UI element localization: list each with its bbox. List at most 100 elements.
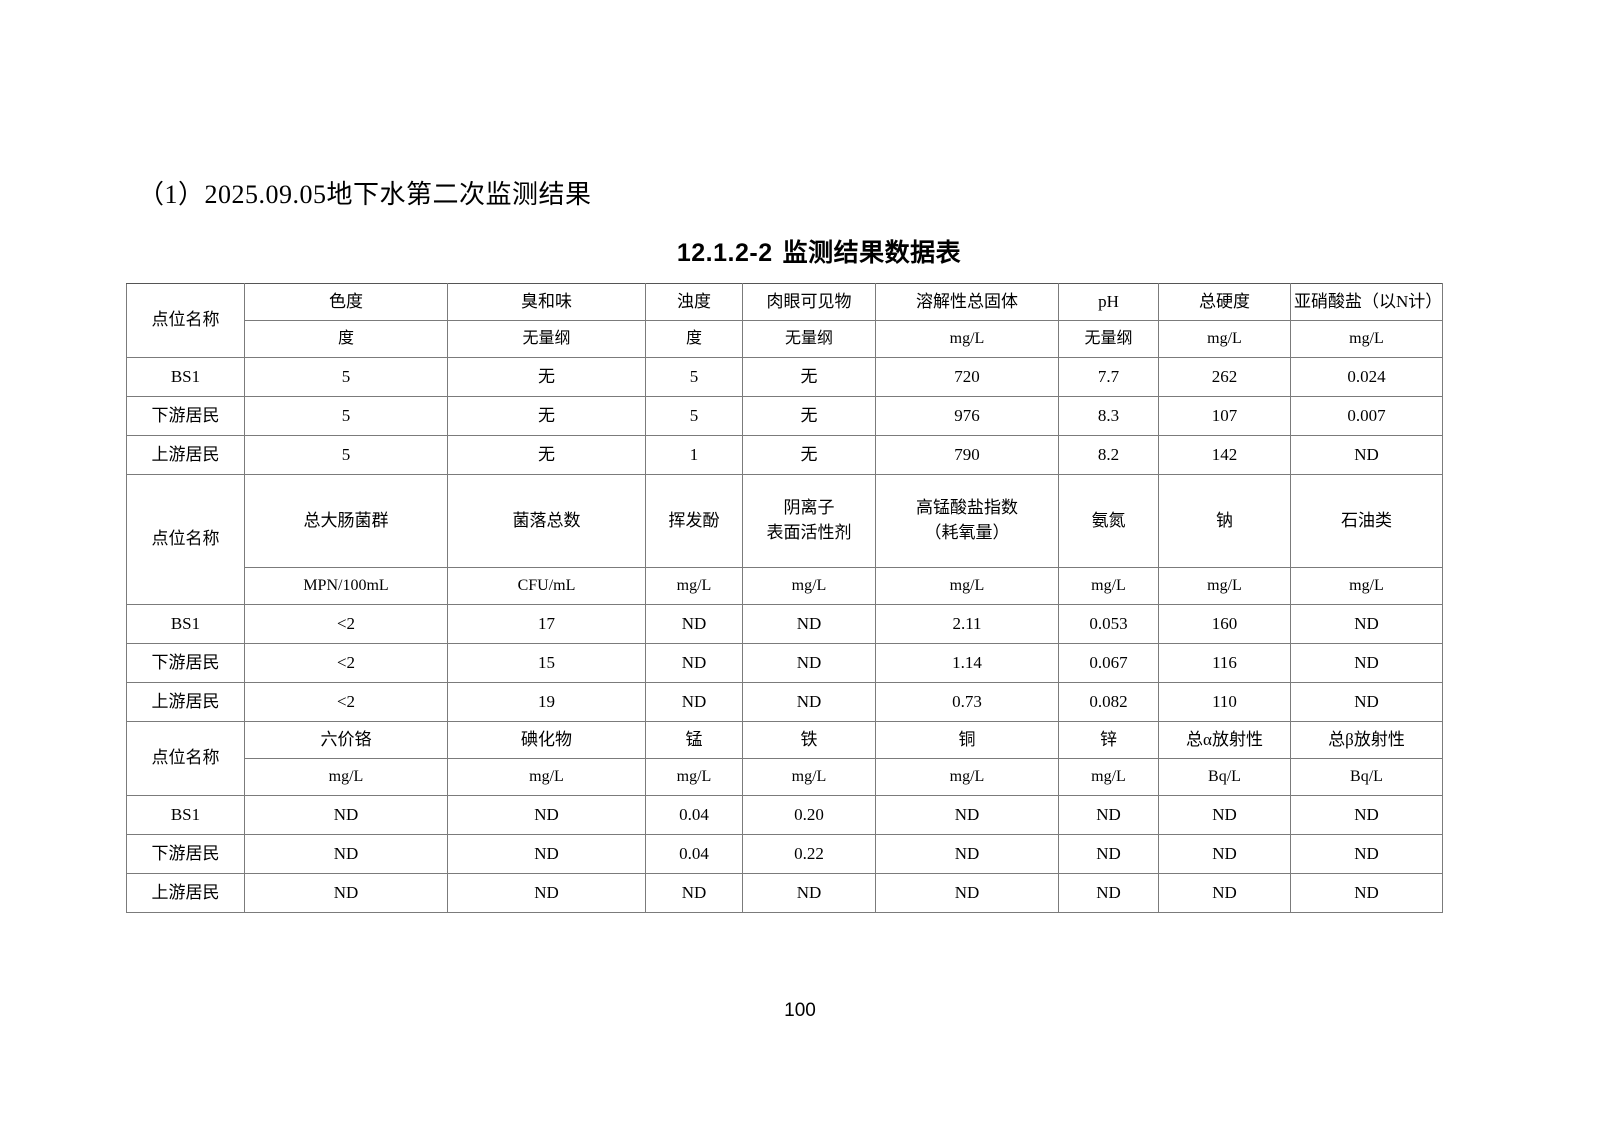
value-cell: ND — [742, 682, 876, 722]
parameter-header-cell: 臭和味 — [447, 283, 646, 321]
unit-cell: mg/L — [244, 758, 448, 796]
value-cell: 5 — [244, 435, 448, 475]
point-name-cell: BS1 — [126, 357, 245, 397]
point-name-header: 点位名称 — [126, 721, 245, 796]
value-cell: 无 — [447, 357, 646, 397]
unit-cell: mg/L — [875, 567, 1059, 605]
value-cell: 15 — [447, 643, 646, 683]
parameter-header-row: 点位名称 色度 臭和味 浊度 肉眼可见物 溶解性总固体 pH 总硬度 亚硝酸盐（以N计） — [126, 283, 1443, 358]
value-cell: ND — [1290, 682, 1443, 722]
point-name-header: 点位名称 — [126, 474, 245, 605]
parameter-header-cell: 钠 — [1158, 474, 1291, 568]
parameter-header-cell: 总硬度 — [1158, 283, 1291, 321]
point-name-cell: 上游居民 — [126, 873, 245, 913]
unit-cell: 度 — [244, 320, 448, 358]
value-cell: 0.067 — [1058, 643, 1159, 683]
value-cell: ND — [1290, 604, 1443, 644]
value-cell: 5 — [244, 396, 448, 436]
table-row: BS1 5 无 5 无 720 7.7 262 0.024 — [126, 357, 1443, 397]
table-row: BS1 ND ND 0.04 0.20 ND ND ND ND — [126, 795, 1443, 835]
table-row: 下游居民 5 无 5 无 976 8.3 107 0.007 — [126, 396, 1443, 436]
value-cell: ND — [1158, 873, 1291, 913]
table-row: 上游居民 <2 19 ND ND 0.73 0.082 110 ND — [126, 682, 1443, 722]
value-cell: <2 — [244, 604, 448, 644]
parameter-header-cell: 挥发酚 — [645, 474, 743, 568]
parameter-header-cell: 铁 — [742, 721, 876, 759]
parameter-header-cell: pH — [1058, 283, 1159, 321]
table-row: 上游居民 5 无 1 无 790 8.2 142 ND — [126, 435, 1443, 475]
point-name-cell: BS1 — [126, 795, 245, 835]
value-cell: ND — [447, 873, 646, 913]
unit-cell: mg/L — [1158, 320, 1291, 358]
value-cell: ND — [1158, 834, 1291, 874]
value-cell: ND — [1290, 834, 1443, 874]
value-cell: ND — [875, 834, 1059, 874]
unit-cell: CFU/mL — [447, 567, 646, 605]
value-cell: 1.14 — [875, 643, 1059, 683]
unit-cell: mg/L — [742, 758, 876, 796]
value-cell: 5 — [244, 357, 448, 397]
value-cell: 790 — [875, 435, 1059, 475]
parameter-header-cell: 色度 — [244, 283, 448, 321]
value-cell: 1 — [645, 435, 743, 475]
value-cell: 无 — [447, 435, 646, 475]
table-row: 上游居民 ND ND ND ND ND ND ND ND — [126, 873, 1443, 913]
value-cell: 17 — [447, 604, 646, 644]
table-caption-number: 12.1.2-2 — [676, 239, 773, 267]
unit-cell: mg/L — [1058, 567, 1159, 605]
section-heading: （1）2025.09.05地下水第二次监测结果 — [138, 180, 592, 209]
parameter-header-cell: 总大肠菌群 — [244, 474, 448, 568]
value-cell: ND — [742, 604, 876, 644]
unit-cell: mg/L — [1290, 567, 1443, 605]
value-cell: ND — [244, 873, 448, 913]
value-cell: 160 — [1158, 604, 1291, 644]
parameter-header-cell: 锌 — [1058, 721, 1159, 759]
value-cell: 无 — [742, 396, 876, 436]
table-row: 下游居民 <2 15 ND ND 1.14 0.067 116 ND — [126, 643, 1443, 683]
parameter-header-cell: 肉眼可见物 — [742, 283, 876, 321]
value-cell: ND — [1058, 834, 1159, 874]
parameter-header-cell: 总β放射性 — [1290, 721, 1443, 759]
unit-row: MPN/100mL CFU/mL mg/L mg/L mg/L mg/L mg/L mg/L — [127, 567, 1443, 605]
value-cell: ND — [645, 643, 743, 683]
value-cell: ND — [645, 604, 743, 644]
unit-cell: mg/L — [742, 567, 876, 605]
point-name-cell: 下游居民 — [126, 643, 245, 683]
parameter-header-cell: 亚硝酸盐（以N计） — [1290, 283, 1443, 321]
value-cell: ND — [447, 834, 646, 874]
value-cell: 5 — [645, 357, 743, 397]
unit-cell: 无量纲 — [447, 320, 646, 358]
point-name-cell: 下游居民 — [126, 396, 245, 436]
parameter-header-row: 点位名称 六价铬 碘化物锰铁铜锌总α放射性 总β放射性 — [126, 721, 1443, 796]
value-cell: 0.082 — [1058, 682, 1159, 722]
parameter-header-cell: 高锰酸盐指数 （耗氧量） — [875, 474, 1059, 568]
value-cell: 262 — [1158, 357, 1291, 397]
parameter-header-cell: 石油类 — [1290, 474, 1443, 568]
parameter-header-cell: 碘化物 — [447, 721, 646, 759]
value-cell: 720 — [875, 357, 1059, 397]
unit-cell: mg/L — [875, 320, 1059, 358]
value-cell: ND — [1290, 435, 1443, 475]
point-name-header: 点位名称 — [126, 283, 245, 358]
value-cell: 0.007 — [1290, 396, 1443, 436]
value-cell: 无 — [447, 396, 646, 436]
unit-cell: 无量纲 — [742, 320, 876, 358]
parameter-header-cell: 浊度 — [645, 283, 743, 321]
value-cell: 7.7 — [1058, 357, 1159, 397]
value-cell: 116 — [1158, 643, 1291, 683]
unit-cell: 度 — [645, 320, 743, 358]
value-cell: 110 — [1158, 682, 1291, 722]
value-cell: ND — [244, 795, 448, 835]
parameter-header-cell: 锰 — [645, 721, 743, 759]
table-row: BS1 <2 17 ND ND 2.11 0.053 160 ND — [126, 604, 1443, 644]
value-cell: ND — [1158, 795, 1291, 835]
value-cell: ND — [447, 795, 646, 835]
value-cell: ND — [645, 682, 743, 722]
parameter-header-cell: 氨氮 — [1058, 474, 1159, 568]
parameter-header-cell: 铜 — [875, 721, 1059, 759]
unit-cell: MPN/100mL — [244, 567, 448, 605]
unit-cell: mg/L — [645, 758, 743, 796]
value-cell: ND — [875, 795, 1059, 835]
value-cell: ND — [1058, 795, 1159, 835]
parameter-header-row: 点位名称 总大肠菌群 菌落总数 挥发酚 阴离子 表面活性剂 高锰酸盐指数 （耗氧量） 氨氮钠石油… — [126, 474, 1443, 605]
